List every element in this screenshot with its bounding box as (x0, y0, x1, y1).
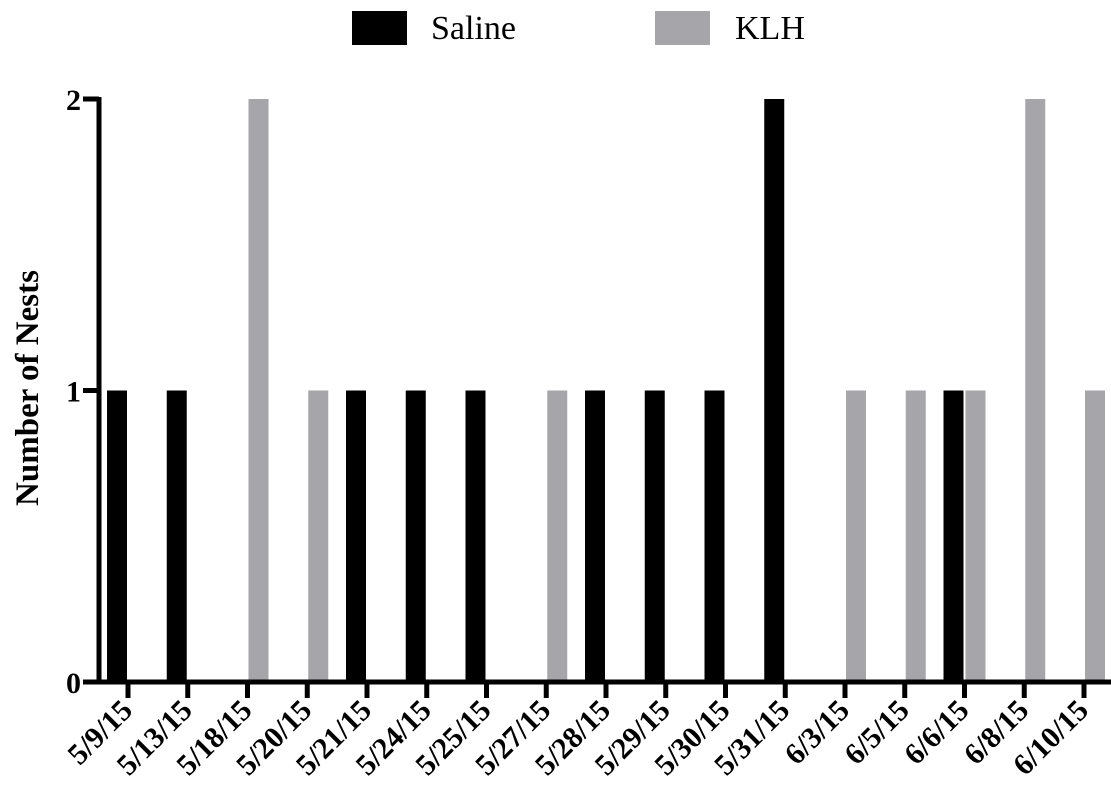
y-tick-label: 1 (66, 376, 81, 409)
y-tick-label: 2 (66, 84, 81, 117)
bar-saline-5-31-15 (764, 99, 785, 682)
bar-saline-5-28-15 (585, 390, 605, 682)
bar-saline-5-30-15 (704, 390, 725, 682)
bar-klh-6-8-15 (1025, 99, 1046, 682)
x-ticks: 5/9/155/13/155/18/155/20/155/21/155/24/1… (61, 682, 1095, 782)
bar-klh-6-3-15 (846, 390, 866, 682)
x-tick-label: 6/3/15 (778, 694, 856, 772)
bar-saline-5-13-15 (166, 390, 187, 682)
y-ticks: 0 1 2 (66, 84, 99, 700)
bar-klh-6-5-15 (905, 390, 926, 682)
bar-klh-5-18-15 (248, 99, 269, 682)
legend-swatch-klh (655, 11, 710, 45)
bar-saline-5-29-15 (644, 390, 665, 682)
bar-klh-5-20-15 (308, 390, 329, 682)
bar-saline-5-21-15 (346, 390, 366, 682)
y-axis-label: Number of Nests (10, 270, 46, 506)
bar-saline-6-6-15 (943, 390, 964, 682)
x-tick-label: 6/5/15 (838, 694, 916, 772)
y-tick-label: 0 (66, 667, 81, 700)
bar-saline-5-24-15 (405, 390, 426, 682)
legend-label-klh: KLH (735, 10, 805, 47)
bars (107, 99, 1105, 682)
bar-klh-5-27-15 (547, 390, 568, 682)
x-tick-label: 6/6/15 (898, 694, 976, 772)
bar-klh-6-6-15 (965, 390, 986, 682)
bar-saline-5-25-15 (465, 390, 486, 682)
bar-saline-5-9-15 (107, 390, 127, 682)
legend-swatch-saline (352, 11, 407, 45)
legend: Saline KLH (352, 10, 805, 47)
bar-klh-6-10-15 (1085, 390, 1105, 682)
legend-label-saline: Saline (431, 10, 516, 47)
